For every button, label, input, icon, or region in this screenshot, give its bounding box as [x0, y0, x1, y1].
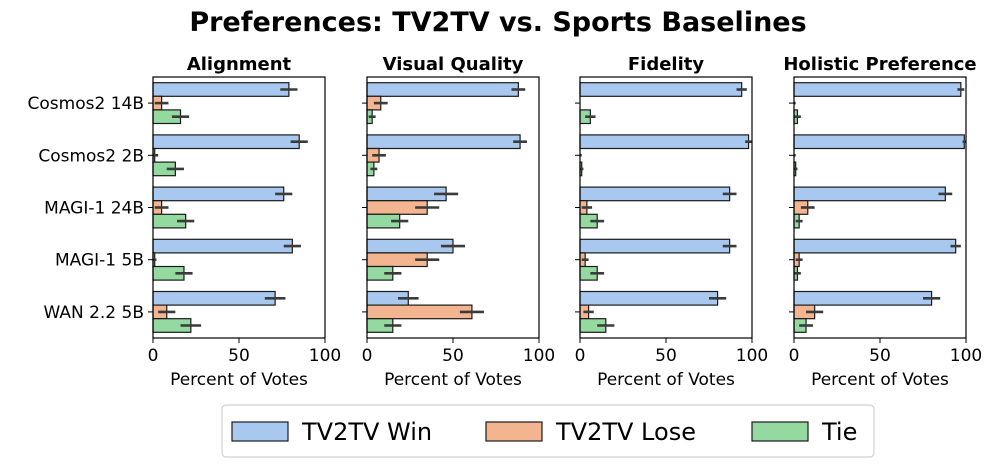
bar-tv2tv-win-cosmos2-2b — [793, 134, 965, 150]
bar-tv2tv-win-cosmos2-14b — [152, 82, 290, 97]
x-tick-label-50: 50 — [655, 346, 677, 366]
bar-tv2tv-win-magi-1-5b — [579, 238, 731, 254]
y-tick-label-wan-2-2-5b: WAN 2.2 5B — [43, 303, 144, 323]
x-tick-label-0: 0 — [362, 346, 373, 366]
bar-tv2tv-win-cosmos2-2b — [579, 134, 750, 150]
figure-title: Preferences: TV2TV vs. Sports Baselines — [189, 7, 806, 38]
x-tick-label-100: 100 — [523, 346, 555, 366]
bar-tv2tv-win-cosmos2-14b — [793, 82, 962, 97]
bar-tv2tv-win-cosmos2-2b — [366, 134, 521, 150]
legend-swatch — [751, 421, 809, 442]
bar-tv2tv-win-wan-2-2-5b — [579, 290, 719, 306]
x-axis-label: Percent of Votes — [811, 370, 949, 390]
x-tick-label-50: 50 — [442, 346, 464, 366]
legend-frame — [221, 404, 875, 458]
panel-title: Visual Quality — [383, 54, 524, 75]
y-tick-label-magi-1-5b: MAGI-1 5B — [55, 251, 144, 271]
x-tick-label-50: 50 — [228, 346, 250, 366]
bar-tv2tv-win-cosmos2-14b — [579, 82, 743, 97]
x-tick-label-100: 100 — [950, 346, 982, 366]
legend-swatch — [231, 421, 289, 442]
bar-tv2tv-win-magi-1-24b — [579, 186, 731, 202]
x-tick-label-100: 100 — [309, 346, 341, 366]
bar-tv2tv-win-magi-1-5b — [793, 238, 957, 254]
y-tick-label-cosmos2-2b: Cosmos2 2B — [38, 146, 144, 166]
legend-item-tie: Tie — [751, 418, 857, 446]
x-tick-label-50: 50 — [869, 346, 891, 366]
legend-swatch — [485, 421, 543, 442]
panel-title: Holistic Preference — [783, 54, 976, 75]
bar-tv2tv-win-wan-2-2-5b — [793, 290, 933, 306]
legend-label: TV2TV Win — [301, 418, 432, 446]
x-tick-label-100: 100 — [736, 346, 768, 366]
y-tick-label-magi-1-24b: MAGI-1 24B — [44, 199, 144, 219]
bar-tv2tv-win-magi-1-24b — [793, 186, 946, 202]
panels: Alignment Cosmos2 14B Cosmos2 2B MAGI-1 24B… — [28, 54, 983, 390]
x-tick-label-0: 0 — [148, 346, 159, 366]
bar-tv2tv-win-cosmos2-2b — [152, 134, 300, 150]
bar-tv2tv-win-cosmos2-14b — [366, 82, 519, 97]
bar-tv2tv-lose-wan-2-2-5b — [366, 304, 473, 320]
x-tick-label-0: 0 — [789, 346, 800, 366]
panel-alignment: Alignment Cosmos2 14B Cosmos2 2B MAGI-1 24B… — [28, 54, 342, 390]
legend-label: TV2TV Lose — [555, 418, 696, 446]
bar-tv2tv-win-wan-2-2-5b — [152, 290, 276, 306]
legend: TV2TV Win TV2TV Lose Tie — [221, 404, 875, 458]
y-tick-label-cosmos2-14b: Cosmos2 14B — [28, 94, 144, 114]
x-tick-label-0: 0 — [575, 346, 586, 366]
bar-tv2tv-win-magi-1-5b — [366, 238, 454, 254]
x-axis-label: Percent of Votes — [170, 370, 308, 390]
bar-tv2tv-win-magi-1-24b — [152, 186, 285, 202]
legend-item-tv2tv-lose: TV2TV Lose — [485, 418, 696, 446]
panel-title: Alignment — [187, 54, 292, 75]
x-axis-label: Percent of Votes — [597, 370, 735, 390]
panel-title: Fidelity — [628, 54, 705, 75]
legend-label: Tie — [821, 418, 857, 446]
bar-tv2tv-win-magi-1-5b — [152, 238, 293, 254]
x-axis-label: Percent of Votes — [384, 370, 522, 390]
legend-item-tv2tv-win: TV2TV Win — [231, 418, 432, 446]
